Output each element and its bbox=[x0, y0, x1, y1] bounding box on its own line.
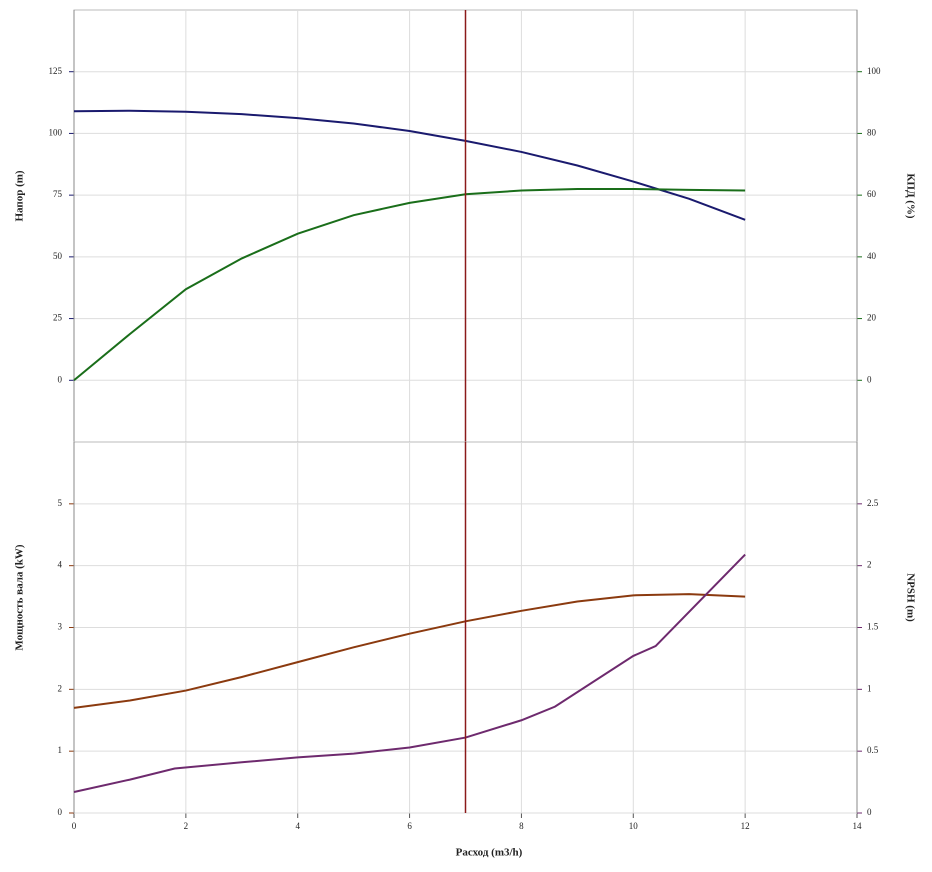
y2-tick-label: 1 bbox=[867, 683, 872, 693]
series-line bbox=[73, 109, 746, 221]
y2-tick-label: 40 bbox=[867, 251, 877, 261]
y-tick-label: 0 bbox=[58, 374, 63, 384]
x-tick-label: 0 bbox=[72, 821, 77, 831]
y-tick-label: 3 bbox=[58, 622, 63, 632]
x-axis-title: Расход (m3/h) bbox=[456, 847, 523, 859]
y-tick-label: 4 bbox=[58, 560, 63, 570]
y2-tick-label: 100 bbox=[867, 66, 881, 76]
y-tick-label: 2 bbox=[58, 683, 63, 693]
y-tick-label: 5 bbox=[58, 498, 63, 508]
y-tick-label: 100 bbox=[49, 127, 63, 137]
y2-tick-label: 80 bbox=[867, 127, 877, 137]
y-axis-title: Напор (m) bbox=[14, 170, 26, 221]
series-line bbox=[73, 593, 746, 709]
x-tick-label: 14 bbox=[853, 821, 863, 831]
y-tick-label: 50 bbox=[53, 251, 63, 261]
x-tick-label: 4 bbox=[295, 821, 300, 831]
y-tick-label: 0 bbox=[58, 807, 63, 817]
y-tick-label: 1 bbox=[58, 745, 63, 755]
x-tick-label: 6 bbox=[407, 821, 412, 831]
series-line bbox=[73, 553, 746, 793]
x-tick-label: 10 bbox=[629, 821, 639, 831]
y2-tick-label: 1.5 bbox=[867, 622, 879, 632]
y-tick-label: 125 bbox=[49, 66, 63, 76]
y-axis-title: Мощность вала (kW) bbox=[14, 544, 26, 650]
y-tick-label: 75 bbox=[53, 189, 63, 199]
y2-axis-title: NPSH (m) bbox=[904, 573, 916, 622]
x-tick-label: 12 bbox=[741, 821, 750, 831]
y2-tick-label: 0 bbox=[867, 807, 872, 817]
y2-tick-label: 20 bbox=[867, 313, 877, 323]
y2-tick-label: 0.5 bbox=[867, 745, 879, 755]
y2-tick-label: 60 bbox=[867, 189, 877, 199]
y2-axis-title: КПД (%) bbox=[904, 173, 916, 219]
y2-tick-label: 0 bbox=[867, 374, 872, 384]
x-tick-label: 2 bbox=[184, 821, 189, 831]
y2-tick-label: 2 bbox=[867, 560, 872, 570]
series-line bbox=[73, 187, 746, 382]
x-tick-label: 8 bbox=[519, 821, 524, 831]
y2-tick-label: 2.5 bbox=[867, 498, 879, 508]
y-tick-label: 25 bbox=[53, 313, 63, 323]
